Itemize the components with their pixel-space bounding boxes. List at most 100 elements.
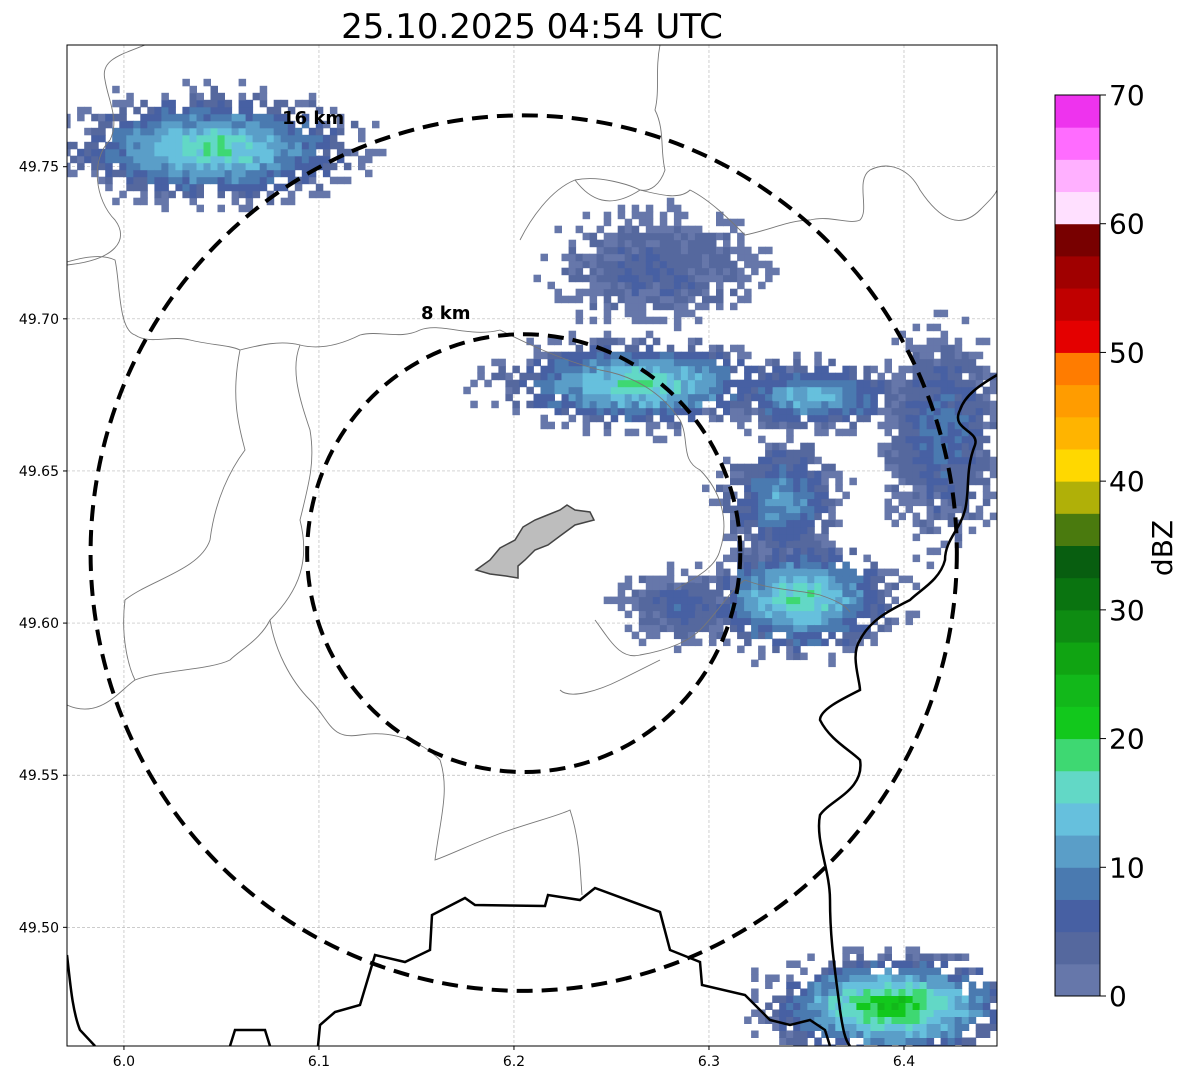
radar-cell: [947, 953, 956, 961]
radar-cell: [91, 162, 99, 171]
radar-cell: [716, 295, 724, 304]
radar-cell: [175, 169, 183, 178]
radar-cell: [765, 358, 773, 367]
radar-cell: [673, 295, 682, 304]
radar-cell: [673, 393, 682, 402]
radar-cell: [772, 995, 780, 1003]
radar-cell: [793, 1037, 801, 1045]
radar-cell: [821, 379, 829, 388]
radar-cell: [624, 267, 633, 276]
radar-cell: [947, 351, 956, 360]
radar-cell: [638, 575, 647, 584]
radar-cell: [322, 169, 331, 178]
radar-cell: [744, 505, 752, 514]
radar-cell: [821, 561, 829, 570]
radar-cell: [154, 190, 162, 199]
radar-cell: [933, 1016, 942, 1024]
radar-cell: [709, 232, 717, 241]
y-tick-label: 49.60: [19, 616, 59, 632]
radar-cell: [912, 463, 921, 472]
radar-cell: [709, 365, 717, 374]
radar-cell: [982, 498, 991, 507]
radar-cell: [224, 99, 233, 108]
radar-cell: [877, 589, 885, 598]
radar-cell: [666, 274, 675, 283]
radar-cell: [933, 400, 942, 409]
radar-cell: [252, 176, 261, 185]
radar-cell: [617, 267, 626, 276]
radar-cell: [842, 995, 850, 1003]
radar-cell: [793, 393, 801, 402]
radar-cell: [828, 379, 836, 388]
radar-cell: [842, 582, 850, 591]
radar-cell: [694, 232, 703, 241]
radar-cell: [730, 589, 738, 598]
radar-cell: [772, 645, 780, 654]
colorbar-segment: [1055, 95, 1100, 128]
radar-cell: [947, 407, 956, 416]
radar-cell: [877, 960, 885, 968]
radar-cell: [912, 449, 921, 458]
radar-cell: [786, 603, 794, 612]
radar-cell: [596, 365, 605, 374]
radar-cell: [891, 463, 899, 472]
radar-cell: [652, 267, 661, 276]
radar-cell: [786, 1009, 794, 1017]
radar-cell: [989, 379, 997, 388]
radar-cell: [926, 428, 935, 437]
radar-cell: [933, 365, 942, 374]
radar-cell: [737, 512, 745, 521]
radar-cell: [954, 981, 963, 989]
radar-cell: [730, 519, 738, 528]
radar-cell: [891, 393, 899, 402]
radar-cell: [751, 554, 759, 563]
radar-cell: [947, 400, 956, 409]
radar-cell: [638, 232, 647, 241]
radar-cell: [238, 78, 247, 87]
radar-cell: [940, 1037, 949, 1045]
radar-cell: [765, 554, 773, 563]
radar-cell: [954, 1030, 963, 1038]
radar-cell: [940, 988, 949, 996]
radar-cell: [884, 953, 892, 961]
radar-cell: [631, 253, 640, 262]
radar-cell: [765, 477, 773, 486]
radar-cell: [968, 1002, 977, 1010]
radar-cell: [245, 148, 254, 157]
radar-cell: [203, 127, 211, 136]
radar-cell: [273, 183, 282, 192]
radar-cell: [821, 568, 829, 577]
radar-cell: [961, 449, 970, 458]
radar-cell: [905, 1023, 913, 1031]
radar-cell: [575, 393, 584, 402]
radar-cell: [926, 456, 935, 465]
radar-cell: [772, 470, 780, 479]
radar-cell: [786, 582, 794, 591]
radar-cell: [575, 400, 584, 409]
radar-cell: [919, 1023, 928, 1031]
radar-cell: [491, 400, 499, 409]
radar-cell: [800, 589, 808, 598]
radar-cell: [786, 428, 794, 437]
radar-cell: [737, 575, 745, 584]
radar-cell: [638, 624, 647, 633]
radar-cell: [645, 225, 654, 234]
colorbar-tick-label: 70: [1109, 79, 1145, 112]
radar-cell: [533, 351, 541, 360]
radar-cell: [287, 134, 296, 143]
radar-cell: [140, 141, 148, 150]
radar-cell: [210, 99, 218, 108]
radar-cell: [659, 288, 668, 297]
radar-cell: [147, 134, 155, 143]
radar-cell: [168, 141, 176, 150]
radar-cell: [863, 414, 871, 423]
radar-cell: [989, 988, 997, 996]
radar-cell: [933, 491, 942, 500]
radar-cell: [779, 1037, 787, 1045]
radar-cell: [786, 960, 794, 968]
radar-cell: [273, 134, 282, 143]
radar-cell: [807, 540, 815, 549]
radar-cell: [779, 1030, 787, 1038]
radar-cell: [610, 232, 619, 241]
radar-cell: [673, 589, 682, 598]
